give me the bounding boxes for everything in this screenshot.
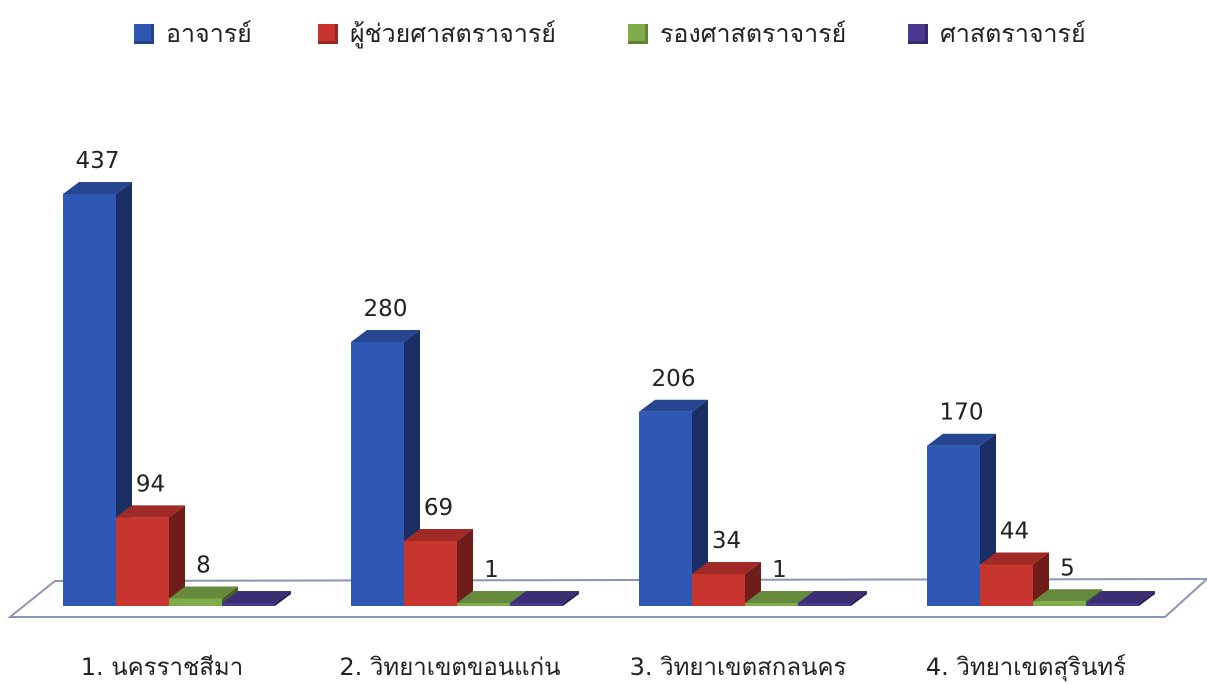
bar-nakhon-ratchasima-assistant-professor — [116, 517, 169, 606]
bar-surin-ajarn-top — [927, 433, 996, 446]
bar-khon-kaen-associate-professor — [457, 603, 510, 606]
legend-swatch-assistant-professor — [318, 24, 338, 44]
bar-sakon-nakhon-ajarn — [639, 411, 692, 606]
bar-sakon-nakhon-ajarn-side — [692, 399, 708, 606]
legend-item-associate-professor: รองศาสตราจารย์ — [628, 14, 846, 54]
bar-khon-kaen-ajarn — [351, 342, 404, 606]
data-label-sakon-nakhon-ajarn: 206 — [652, 366, 696, 392]
legend-swatch-associate-professor — [628, 24, 648, 44]
bar-nakhon-ratchasima-professor-top — [222, 591, 291, 603]
bar-nakhon-ratchasima-professor-side — [275, 591, 291, 606]
bar-nakhon-ratchasima-ajarn-top — [63, 182, 132, 194]
bar-sakon-nakhon-associate-professor-top — [745, 591, 814, 603]
bar-sakon-nakhon-professor-top — [798, 591, 867, 603]
chart-floor — [7, 577, 1207, 618]
data-label-sakon-nakhon-assistant-professor: 34 — [712, 528, 741, 554]
data-label-nakhon-ratchasima-associate-professor: 8 — [196, 552, 211, 578]
bar-khon-kaen-associate-professor-top — [457, 591, 526, 603]
bar-khon-kaen-professor-top — [510, 591, 579, 603]
data-label-surin-ajarn: 170 — [940, 400, 984, 426]
bar-sakon-nakhon-professor-side — [851, 591, 867, 606]
bar-surin-assistant-professor-top — [980, 552, 1049, 565]
bar-nakhon-ratchasima-ajarn — [63, 194, 116, 606]
bar-sakon-nakhon-assistant-professor — [692, 573, 745, 606]
legend-item-ajarn: อาจารย์ — [134, 14, 252, 54]
legend-item-professor: ศาสตราจารย์ — [908, 14, 1086, 54]
bar-nakhon-ratchasima-ajarn-side — [116, 182, 132, 606]
data-label-khon-kaen-associate-professor: 1 — [484, 557, 499, 583]
bar-nakhon-ratchasima-assistant-professor-side — [169, 505, 185, 606]
bar-surin-associate-professor — [1033, 601, 1086, 606]
legend-label-ajarn: อาจารย์ — [166, 19, 252, 48]
bar-nakhon-ratchasima-professor — [222, 603, 275, 606]
legend-item-assistant-professor: ผู้ช่วยศาสตราจารย์ — [318, 14, 556, 54]
data-label-khon-kaen-assistant-professor: 69 — [424, 495, 453, 521]
bar-nakhon-ratchasima-associate-professor — [169, 598, 222, 606]
bar-surin-assistant-professor — [980, 564, 1033, 606]
bar-khon-kaen-assistant-professor-top — [404, 528, 473, 541]
bar-surin-ajarn — [927, 445, 980, 606]
bar-khon-kaen-professor-side — [563, 591, 579, 606]
bar-surin-professor-side — [1139, 591, 1155, 606]
legend-swatch-ajarn — [134, 24, 154, 44]
bar-khon-kaen-assistant-professor — [404, 540, 457, 606]
bar-sakon-nakhon-associate-professor — [745, 603, 798, 606]
bar-sakon-nakhon-assistant-professor-top — [692, 561, 761, 574]
legend-label-assistant-professor: ผู้ช่วยศาสตราจารย์ — [350, 19, 556, 48]
data-label-khon-kaen-ajarn: 280 — [364, 296, 408, 322]
data-label-sakon-nakhon-associate-professor: 1 — [772, 557, 787, 583]
category-label-sakon-nakhon: 3. วิทยาเขตสกลนคร — [630, 653, 847, 681]
bar-sakon-nakhon-professor — [798, 603, 851, 606]
category-label-surin: 4. วิทยาเขตสุรินทร์ — [926, 653, 1126, 682]
bar-nakhon-ratchasima-associate-professor-top — [169, 586, 238, 599]
data-label-surin-associate-professor: 5 — [1060, 555, 1075, 581]
bar-nakhon-ratchasima-assistant-professor-top — [116, 505, 185, 518]
bar-surin-professor-top — [1086, 591, 1155, 603]
legend-label-professor: ศาสตราจารย์ — [940, 19, 1086, 48]
chart-legend: อาจารย์ ผู้ช่วยศาสตราจารย์ รองศาสตราจารย… — [0, 14, 1207, 54]
bar-surin-associate-professor-top — [1033, 589, 1102, 602]
bar-khon-kaen-professor — [510, 603, 563, 606]
bar-khon-kaen-ajarn-top — [351, 330, 420, 343]
bar-sakon-nakhon-ajarn-top — [639, 399, 708, 412]
legend-swatch-professor — [908, 24, 928, 44]
bar-khon-kaen-assistant-professor-side — [457, 528, 473, 606]
data-label-nakhon-ratchasima-assistant-professor: 94 — [136, 471, 165, 497]
legend-label-associate-professor: รองศาสตราจารย์ — [660, 19, 847, 48]
data-label-nakhon-ratchasima-ajarn: 437 — [76, 148, 120, 174]
category-label-nakhon-ratchasima: 1. นครราชสีมา — [81, 653, 243, 681]
category-label-khon-kaen: 2. วิทยาเขตขอนแก่น — [339, 653, 560, 681]
data-label-surin-assistant-professor: 44 — [1000, 519, 1029, 545]
bar-surin-professor — [1086, 603, 1139, 606]
